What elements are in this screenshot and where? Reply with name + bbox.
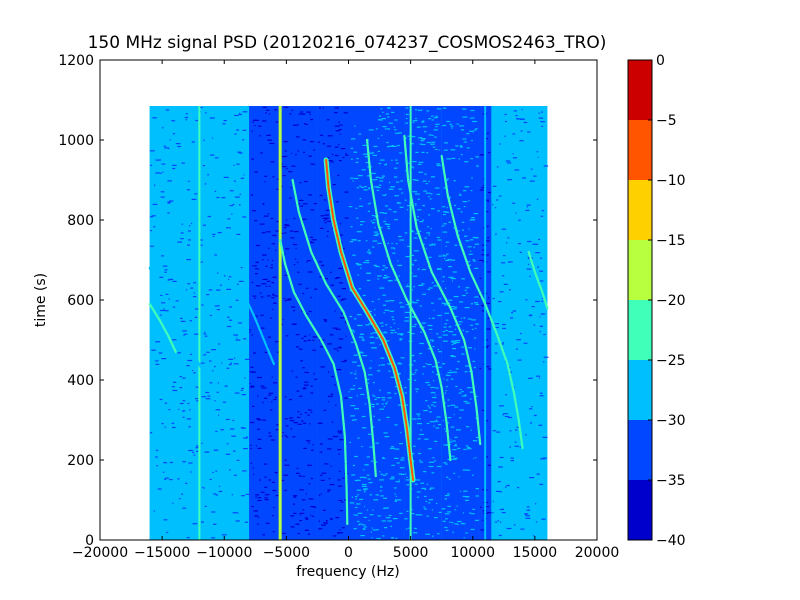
heatmap [149,106,549,540]
colorbar: −40 −35 −30 −25 −20 −15 −10 −5 0 [627,53,686,549]
colorbar-tick-label: −20 [656,293,686,309]
colorbar-level [628,300,652,360]
doppler-tracks [148,134,549,526]
y-tick-label: 800 [67,213,94,229]
noise-band [491,106,548,540]
colorbar-tick-label: −40 [656,533,686,549]
doppler-track [527,250,549,310]
colorbar-level [628,360,652,420]
doppler-track [325,159,415,481]
y-tick-label: 600 [67,293,94,309]
colorbar-tick-label: −10 [656,173,686,189]
colorbar-level [628,120,652,180]
x-tick-label: 10000 [450,545,495,561]
noise-band [249,106,281,540]
x-tick-label: 20000 [575,545,620,561]
colorbar-level [628,240,652,300]
x-tick-label: −15000 [134,545,190,561]
y-tick-label: 1000 [58,133,94,149]
colorbar-ticks: −40 −35 −30 −25 −20 −15 −10 −5 0 [648,53,686,549]
colorbar-tick-label: −5 [656,113,677,129]
doppler-track [148,302,177,354]
colorbar-tick-label: −15 [656,233,686,249]
colorbar-level [628,180,652,240]
doppler-track [279,238,349,526]
y-axis-label: time (s) [33,273,49,327]
doppler-track [148,266,207,378]
y-axis: 0 200 400 600 800 1000 1200 [58,53,597,549]
noise-speckle [199,106,250,539]
chart-title: 150 MHz signal PSD (20120216_074237_COSM… [88,33,607,53]
x-tick-label: −20000 [72,545,128,561]
colorbar-tick-label: 0 [656,53,665,69]
y-tick-label: 1200 [58,53,94,69]
x-tick-label: 15000 [513,545,558,561]
y-tick-label: 400 [67,373,94,389]
doppler-track [366,138,452,462]
colorbar-tick-label: −30 [656,413,686,429]
plot-area: −20000 −15000 −10000 −5000 0 5000 10000 15000 20… [58,53,619,561]
x-tick-label: 5000 [393,545,429,561]
noise-speckle [348,106,406,540]
colorbar-tick-label: −35 [656,473,686,489]
x-axis-label: frequency (Hz) [296,564,399,580]
x-axis: −20000 −15000 −10000 −5000 0 5000 10000 15000 20… [72,60,619,561]
x-tick-label: −5000 [263,545,310,561]
colorbar-level [628,420,652,480]
colorbar-tick-label: −25 [656,353,686,369]
doppler-track [440,154,524,450]
y-tick-label: 0 [85,533,94,549]
noise-speckle [441,107,481,539]
noise-speckle [404,107,444,537]
colorbar-levels [628,60,652,540]
noise-speckle [249,106,282,536]
doppler-track [403,134,482,446]
noise-speckle [149,109,201,539]
doppler-track [241,290,275,366]
y-tick-label: 200 [67,453,94,469]
x-tick-label: 0 [344,545,353,561]
noise-band [317,106,349,540]
noise-speckle [280,106,319,535]
x-tick-label: −10000 [196,545,252,561]
colorbar-level [628,60,652,120]
doppler-track [291,178,377,478]
colorbar-level [628,480,652,540]
